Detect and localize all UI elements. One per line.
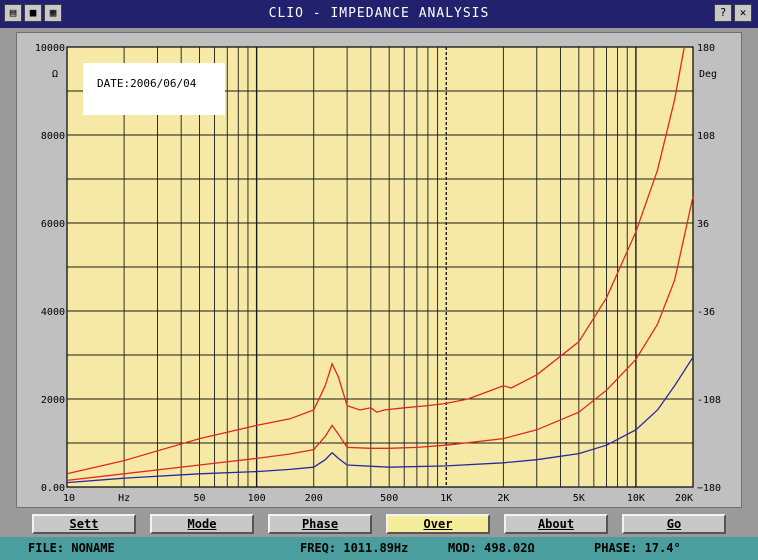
y-tick-label-right: 180 <box>697 43 715 54</box>
status-phase: PHASE: 17.4° <box>594 541 681 555</box>
x-tick-label: 1K <box>440 493 452 504</box>
y-unit-label-left: Ω <box>52 69 58 80</box>
button-label: Over <box>423 517 453 531</box>
y-tick-label-left: 8000 <box>41 131 65 142</box>
mode-button[interactable]: Mode <box>150 514 254 534</box>
about-button[interactable]: About <box>504 514 608 534</box>
close-button[interactable]: ✕ <box>734 4 752 22</box>
help-button[interactable]: ? <box>714 4 732 22</box>
y-unit-label-right: Deg <box>699 69 717 80</box>
x-tick-label: 200 <box>305 493 323 504</box>
go-button[interactable]: Go <box>622 514 726 534</box>
title-bar: ▤ ■ ▦ CLIO - IMPEDANCE ANALYSIS ? ✕ <box>0 0 758 28</box>
x-tick-label: 5K <box>573 493 585 504</box>
y-tick-label-left: 10000 <box>35 43 65 54</box>
date-box <box>83 63 225 115</box>
window-title: CLIO - IMPEDANCE ANALYSIS <box>268 6 490 21</box>
y-tick-label-left: 4000 <box>41 307 65 318</box>
button-label: About <box>537 517 575 531</box>
x-tick-label: 10 <box>63 493 75 504</box>
x-tick-label: 20K <box>675 493 693 504</box>
y-tick-label-left: 6000 <box>41 219 65 230</box>
y-tick-label-left: 0.00 <box>41 483 65 494</box>
x-unit-label: Hz <box>118 493 130 504</box>
impedance-curve-2 <box>66 196 694 482</box>
save-disk-icon[interactable]: ■ <box>24 4 42 22</box>
y-tick-label-right: 108 <box>697 131 715 142</box>
button-label: Sett <box>69 517 99 531</box>
plot-panel: 0.00 2000 4000 6000 8000 10000 180 108 36 -36 -108… <box>16 32 742 508</box>
status-freq: FREQ: 1011.89Hz <box>300 541 409 555</box>
x-tick-label: 500 <box>380 493 398 504</box>
print-icon[interactable]: ▦ <box>44 4 62 22</box>
phase-button[interactable]: Phase <box>268 514 372 534</box>
date-label: DATE:2006/06/04 <box>97 77 197 90</box>
y-tick-label-left: 2000 <box>41 395 65 406</box>
impedance-curve-3 <box>66 356 694 484</box>
status-mod: MOD: 498.02Ω <box>448 541 535 555</box>
x-tick-label: 100 <box>248 493 266 504</box>
x-tick-label: 2K <box>497 493 509 504</box>
open-folder-icon[interactable]: ▤ <box>4 4 22 22</box>
impedance-chart[interactable]: 0.00 2000 4000 6000 8000 10000 180 108 36 -36 -108… <box>17 33 741 507</box>
button-label: Phase <box>301 517 339 531</box>
y-tick-label-right: -36 <box>697 307 715 318</box>
over-button[interactable]: Over <box>386 514 490 534</box>
button-label: Mode <box>187 517 217 531</box>
button-label: Go <box>666 517 682 531</box>
x-tick-label: 10K <box>627 493 645 504</box>
sett-button[interactable]: Sett <box>32 514 136 534</box>
y-tick-label-right: −180 <box>697 483 721 494</box>
impedance-curve-1 <box>66 46 685 475</box>
status-bar: FILE: NONAME FREQ: 1011.89Hz MOD: 498.02… <box>0 537 758 560</box>
y-tick-label-right: 36 <box>697 219 709 230</box>
x-tick-label: 50 <box>194 493 206 504</box>
status-file: FILE: NONAME <box>28 541 115 555</box>
y-tick-label-right: -108 <box>697 395 721 406</box>
